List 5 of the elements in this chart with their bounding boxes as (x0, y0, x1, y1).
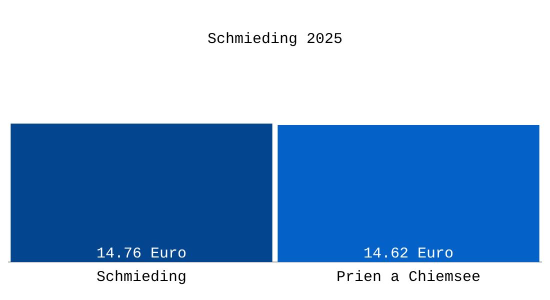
data-label: 14.76 Euro (96, 245, 187, 262)
x-tick-label: Prien a Chiemsee (336, 268, 481, 286)
chart-title: Schmieding 2025 (207, 30, 343, 48)
data-label: 14.62 Euro (363, 245, 454, 262)
x-tick-label: Schmieding (96, 268, 187, 286)
